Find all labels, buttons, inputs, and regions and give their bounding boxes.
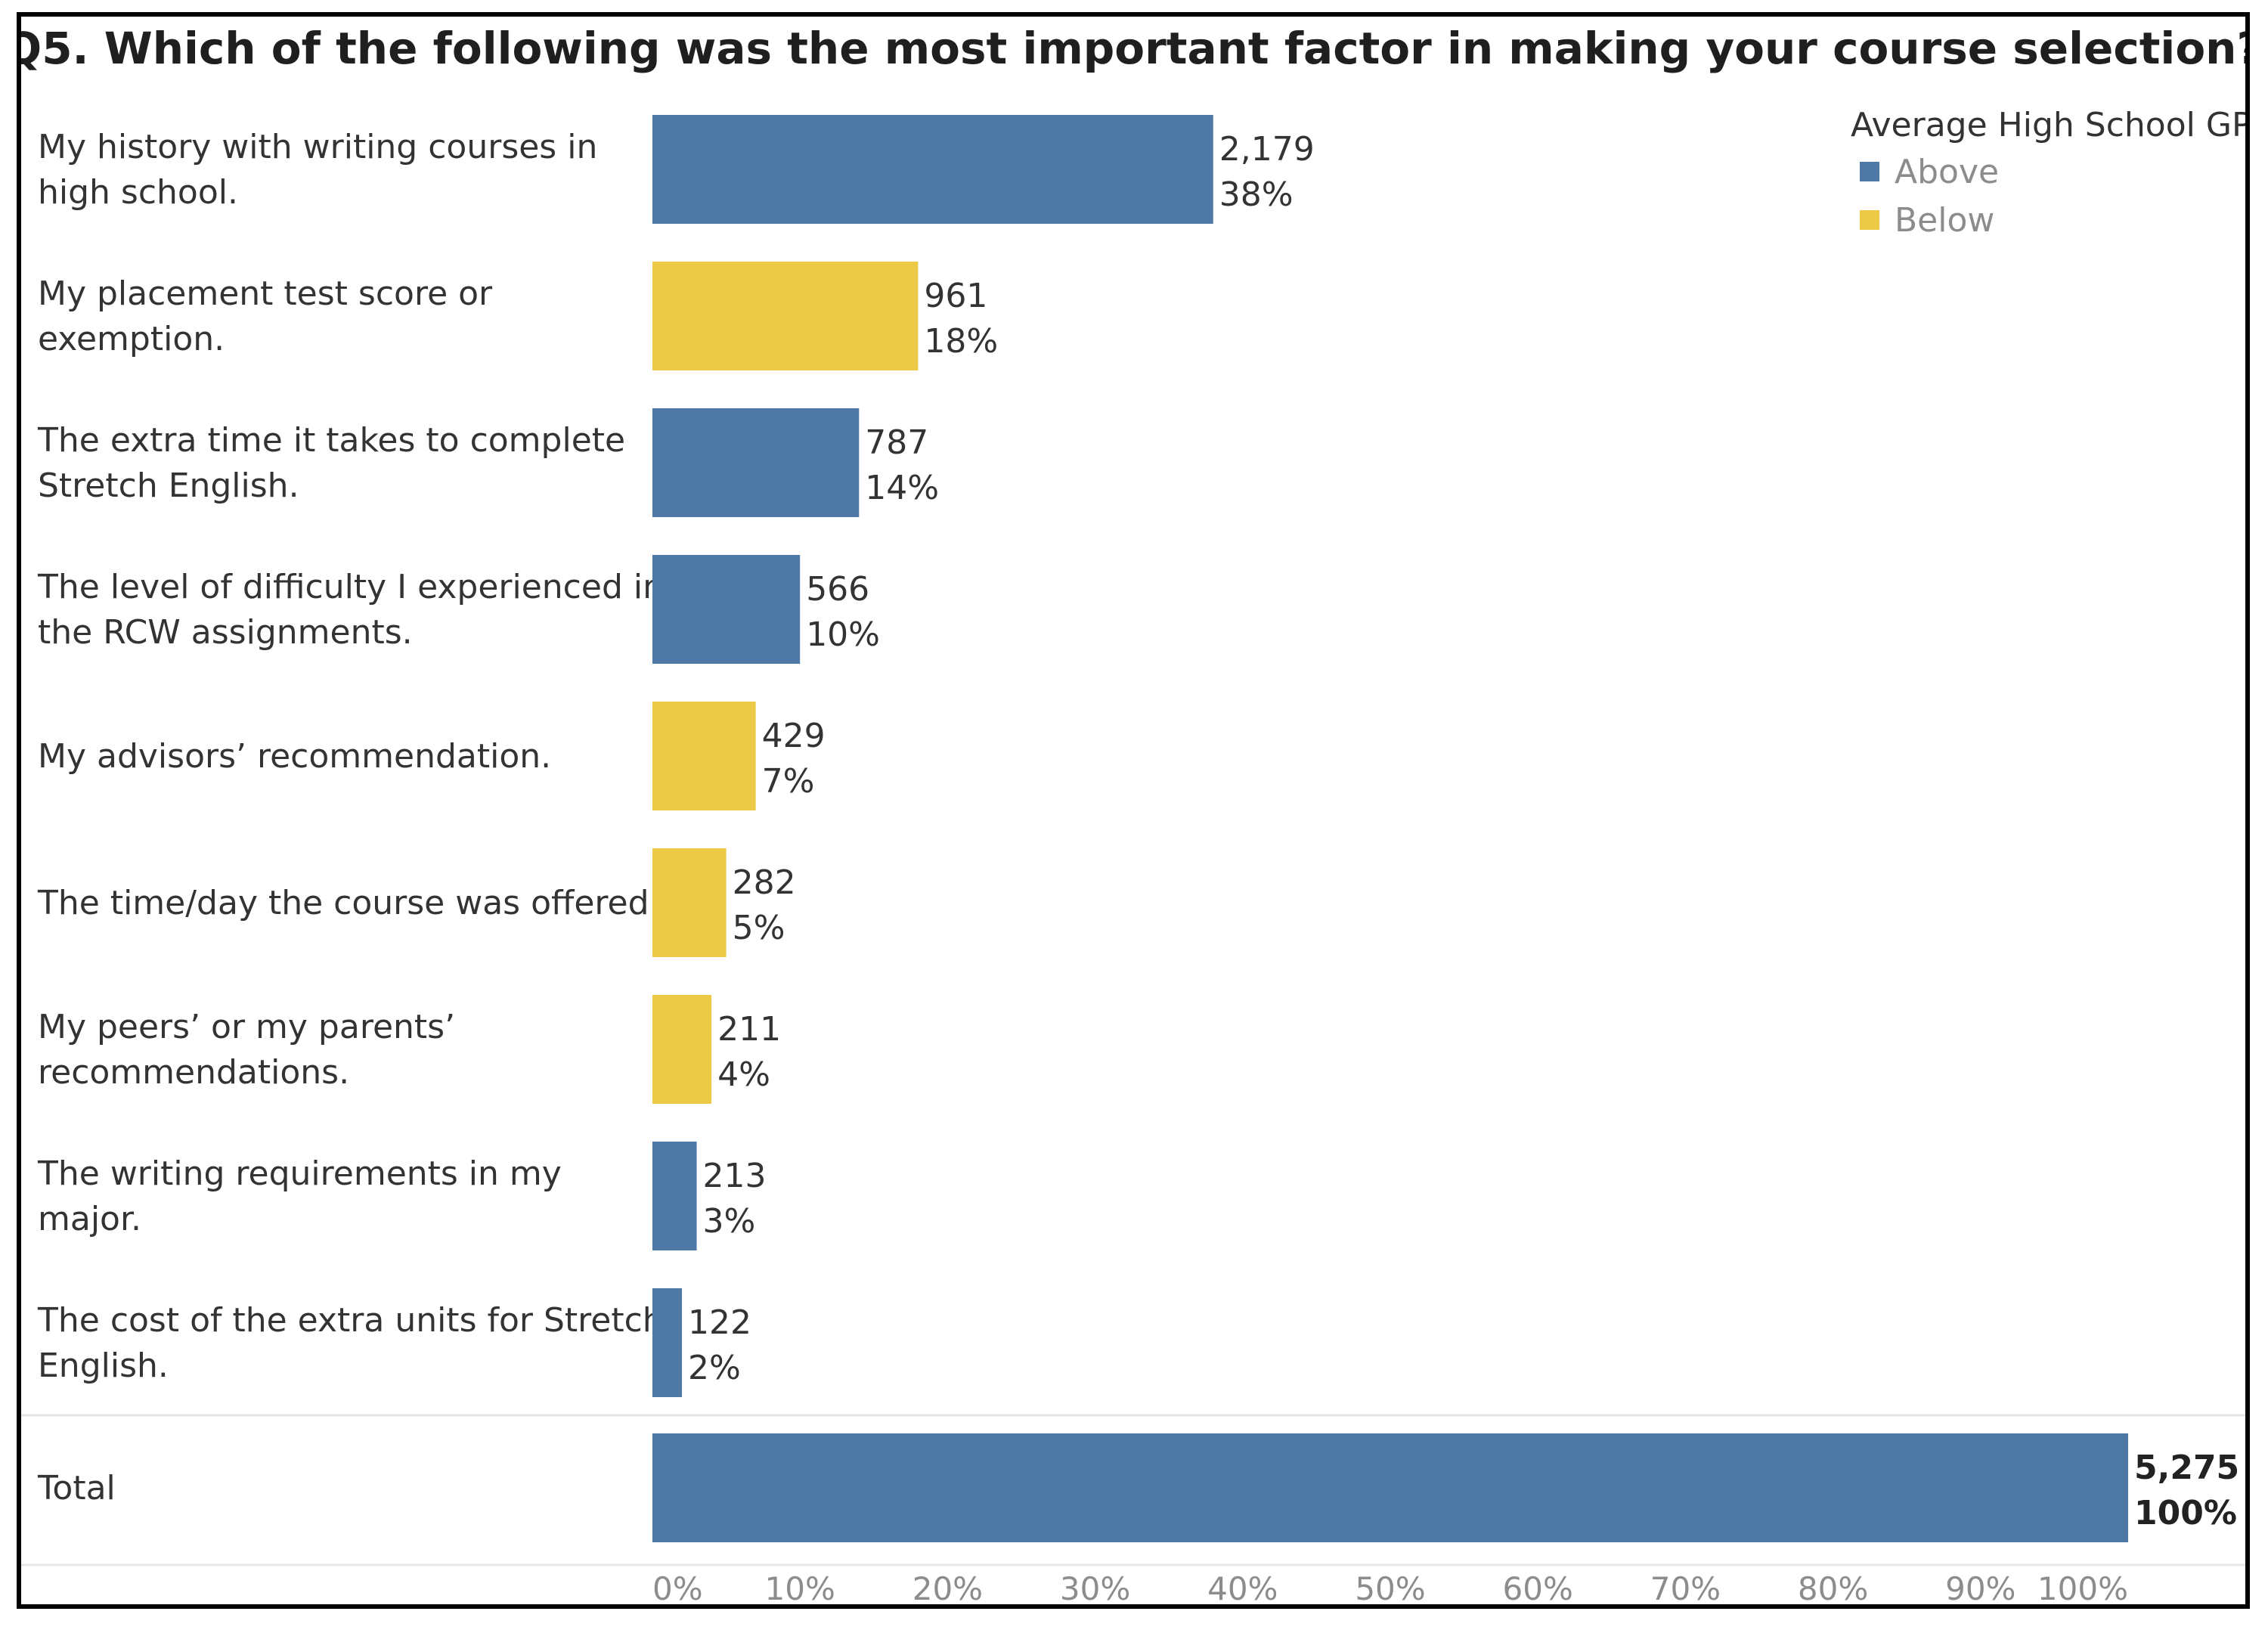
percent-label: 3% bbox=[703, 1202, 756, 1241]
category-label: My history with writing courses in bbox=[38, 128, 597, 166]
percent-label: 4% bbox=[717, 1055, 770, 1094]
x-tick-label: 50% bbox=[1355, 1570, 1425, 1604]
count-label: 213 bbox=[703, 1157, 767, 1195]
legend-title: Average High School GPA bbox=[1851, 106, 2245, 144]
bar-rows: My history with writing courses in high s… bbox=[21, 115, 2245, 1566]
bar-row-9: The cost of the extra units for Stretch E… bbox=[37, 1288, 751, 1397]
count-label: 787 bbox=[865, 423, 928, 462]
category-label: Stretch English. bbox=[38, 466, 299, 505]
category-label: major. bbox=[38, 1200, 141, 1238]
category-label: The cost of the extra units for Stretch bbox=[37, 1301, 664, 1340]
x-tick-label: 80% bbox=[1798, 1570, 1868, 1604]
total-row: Total 5,275 100% bbox=[37, 1433, 2239, 1542]
count-label: 429 bbox=[762, 717, 826, 755]
chart-title: Q5. Which of the following was the most … bbox=[21, 23, 2245, 74]
x-tick-label: 40% bbox=[1207, 1570, 1278, 1604]
legend-label-above: Above bbox=[1895, 153, 1999, 191]
bar-row-6: The time/day the course was offered. 282 5… bbox=[37, 848, 796, 957]
category-label: recommendations. bbox=[38, 1053, 349, 1092]
bar bbox=[652, 1142, 697, 1250]
chart-frame: Q5. Which of the following was the most … bbox=[17, 12, 2250, 1609]
legend-swatch-above bbox=[1860, 162, 1879, 181]
count-label: 122 bbox=[688, 1303, 751, 1342]
bar bbox=[652, 1288, 683, 1397]
percent-label: 18% bbox=[924, 322, 998, 361]
category-label: high school. bbox=[38, 173, 238, 212]
legend-swatch-below bbox=[1860, 210, 1879, 230]
x-tick-label: 10% bbox=[765, 1570, 835, 1604]
legend-label-below: Below bbox=[1895, 201, 1994, 240]
category-label: The time/day the course was offered. bbox=[37, 884, 660, 922]
count-label: 5,275 bbox=[2134, 1449, 2239, 1487]
bar bbox=[652, 995, 712, 1104]
bar bbox=[652, 115, 1213, 224]
category-label: exemption. bbox=[38, 320, 225, 358]
percent-label: 14% bbox=[865, 469, 939, 507]
x-tick-label: 90% bbox=[1945, 1570, 2015, 1604]
count-label: 282 bbox=[733, 863, 796, 902]
percent-label: 5% bbox=[733, 909, 785, 947]
count-label: 961 bbox=[924, 277, 987, 315]
bar bbox=[652, 848, 727, 957]
bar-row-1: My history with writing courses in high s… bbox=[38, 115, 1315, 224]
category-label: The level of difficulty I experienced in bbox=[37, 568, 664, 606]
bar bbox=[652, 555, 801, 664]
bar bbox=[652, 702, 756, 810]
category-label: My advisors’ recommendation. bbox=[38, 737, 551, 776]
bar-row-8: The writing requirements in my major. 213 3… bbox=[37, 1142, 767, 1250]
x-tick-label: 20% bbox=[912, 1570, 983, 1604]
percent-label: 7% bbox=[762, 762, 815, 801]
category-label: The extra time it takes to complete bbox=[37, 421, 625, 460]
bar-row-4: The level of difficulty I experienced in… bbox=[37, 555, 880, 664]
x-tick-label: 60% bbox=[1503, 1570, 1573, 1604]
bar bbox=[652, 408, 860, 517]
percent-label: 100% bbox=[2134, 1494, 2237, 1532]
percent-label: 38% bbox=[1219, 175, 1294, 214]
total-bar bbox=[652, 1433, 2128, 1542]
legend: Average High School GPA Above Below bbox=[1851, 106, 2245, 240]
x-tick-label: 70% bbox=[1650, 1570, 1721, 1604]
bar-row-7: My peers’ or my parents’ recommendations.… bbox=[38, 995, 781, 1104]
bar bbox=[652, 262, 919, 370]
total-label: Total bbox=[37, 1469, 116, 1508]
category-label: the RCW assignments. bbox=[38, 613, 413, 652]
category-label: English. bbox=[38, 1346, 169, 1385]
x-tick-label: 30% bbox=[1060, 1570, 1130, 1604]
count-label: 2,179 bbox=[1219, 130, 1315, 169]
category-label: My peers’ or my parents’ bbox=[38, 1008, 455, 1046]
count-label: 566 bbox=[806, 570, 869, 609]
x-tick-label: 100% bbox=[2037, 1570, 2128, 1604]
bar-row-5: My advisors’ recommendation. 429 7% bbox=[38, 702, 826, 810]
bar-row-2: My placement test score or exemption. 961 1… bbox=[38, 262, 998, 370]
category-label: The writing requirements in my bbox=[37, 1154, 562, 1193]
chart-svg: Q5. Which of the following was the most … bbox=[21, 23, 2245, 1604]
bar-row-3: The extra time it takes to complete Stret… bbox=[37, 408, 939, 517]
count-label: 211 bbox=[717, 1010, 781, 1049]
x-tick-label: 0% bbox=[652, 1570, 703, 1604]
x-axis: 0% 10% 20% 30% 40% 50% 60% 70% 80% 90% 100% bbox=[652, 1570, 2128, 1604]
category-label: My placement test score or bbox=[38, 274, 493, 313]
percent-label: 10% bbox=[806, 615, 880, 654]
percent-label: 2% bbox=[688, 1349, 741, 1387]
